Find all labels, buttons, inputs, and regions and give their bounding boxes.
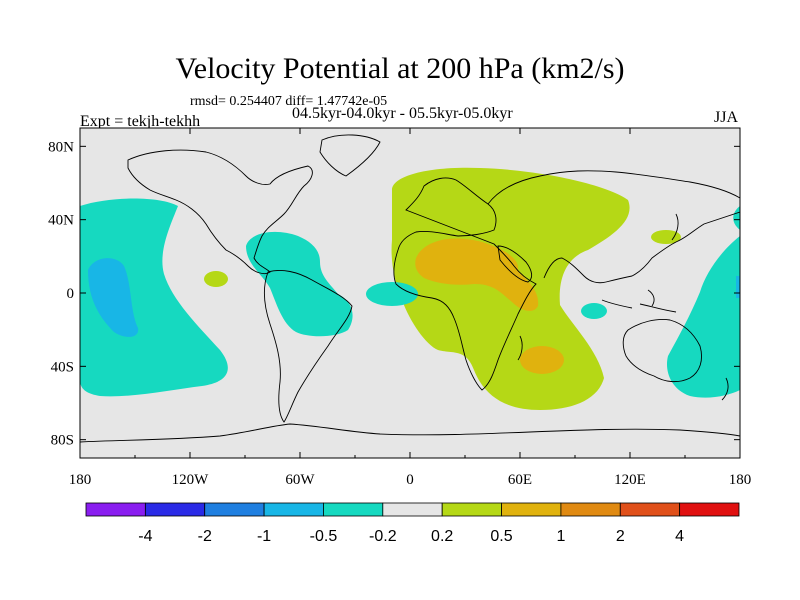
colorbar-swatch <box>560 502 621 517</box>
colorbar-label: 0.5 <box>490 528 512 545</box>
y-tick-label: 80N <box>48 139 74 155</box>
y-tick-label: 40N <box>48 213 74 229</box>
x-tick-label: 0 <box>406 472 414 488</box>
colorbar: -4 -2 -1 -0.5 -0.2 0.2 0.5 1 2 4 <box>85 502 740 545</box>
colorbar-swatch <box>144 502 206 517</box>
x-tick-label: 120E <box>614 472 646 488</box>
x-tick-label: 120W <box>172 472 210 488</box>
positive-region-south-indian-ocean <box>520 346 564 374</box>
negative-region-west-pacific <box>666 236 740 398</box>
colorbar-label: 4 <box>675 528 684 545</box>
colorbar-label: -1 <box>257 528 271 545</box>
coastline-new-zealand <box>721 377 729 401</box>
y-tick-label: 40S <box>51 359 74 375</box>
x-tick-label: 180 <box>69 472 92 488</box>
negative-region-edge-core <box>736 276 740 298</box>
x-tick-label: 180 <box>729 472 752 488</box>
coastlines <box>80 134 740 443</box>
period-text: 04.5kyr-04.0kyr - 05.5kyr-05.0kyr <box>292 105 513 122</box>
negative-region-central-pacific-core <box>88 258 139 337</box>
negative-region-caribbean-atlantic <box>246 231 353 337</box>
colorbar-swatch <box>441 502 502 517</box>
negative-region-west-pacific-north <box>733 206 740 230</box>
colorbar-swatch <box>619 502 681 517</box>
coastline-indonesia <box>601 289 677 313</box>
colorbar-label: -0.2 <box>369 528 397 545</box>
experiment-text: Expt = tekjh-tekhh <box>80 113 201 130</box>
x-tick-label: 60W <box>285 472 315 488</box>
colorbar-label: 0.2 <box>431 528 453 545</box>
colorbar-swatch <box>85 502 146 517</box>
colorbar-label: 2 <box>616 528 625 545</box>
y-tick-label: 80S <box>51 433 74 449</box>
colorbar-swatch <box>501 502 562 517</box>
colorbar-label: 1 <box>556 528 565 545</box>
coastline-greenland <box>319 134 381 177</box>
colorbar-swatch <box>204 502 265 517</box>
negative-region-tropical-atlantic <box>366 282 418 306</box>
negative-region-central-pacific <box>80 198 228 397</box>
chart-title: Velocity Potential at 200 hPa (km2/s) <box>175 52 625 85</box>
colorbar-swatch <box>263 502 324 517</box>
coastline-south-america <box>263 269 353 423</box>
colorbar-label: -4 <box>138 528 152 545</box>
coastline-asia <box>487 170 740 284</box>
x-axis: 180 120W 60W 0 60E 120E 180 <box>69 128 752 488</box>
coastline-europe-africa <box>393 177 537 391</box>
y-tick-label: 0 <box>67 286 75 302</box>
coastline-arabia <box>497 245 533 283</box>
colorbar-label: -0.5 <box>310 528 338 545</box>
colorbar-swatch <box>323 502 384 517</box>
x-tick-label: 60E <box>508 472 532 488</box>
positive-region-off-japan <box>651 230 681 244</box>
season-label: JJA <box>714 109 739 126</box>
stats-text: rmsd= 0.254407 diff= 1.47742e-05 <box>190 94 388 109</box>
positive-region-north-africa <box>415 238 539 311</box>
colorbar-swatch <box>679 502 740 517</box>
coastline-north-america <box>127 149 313 275</box>
y-axis: 80N 40N 0 40S 80S <box>48 139 740 449</box>
colorbar-swatch <box>382 502 443 517</box>
coastline-australia <box>622 319 702 383</box>
negative-region-indian-ocean-east <box>581 303 607 319</box>
coastline-japan <box>671 213 679 241</box>
coastline-madagascar <box>517 335 523 361</box>
coastline-antarctica <box>80 423 740 443</box>
positive-region-east-pacific <box>204 271 228 287</box>
colorbar-label: -2 <box>198 528 212 545</box>
